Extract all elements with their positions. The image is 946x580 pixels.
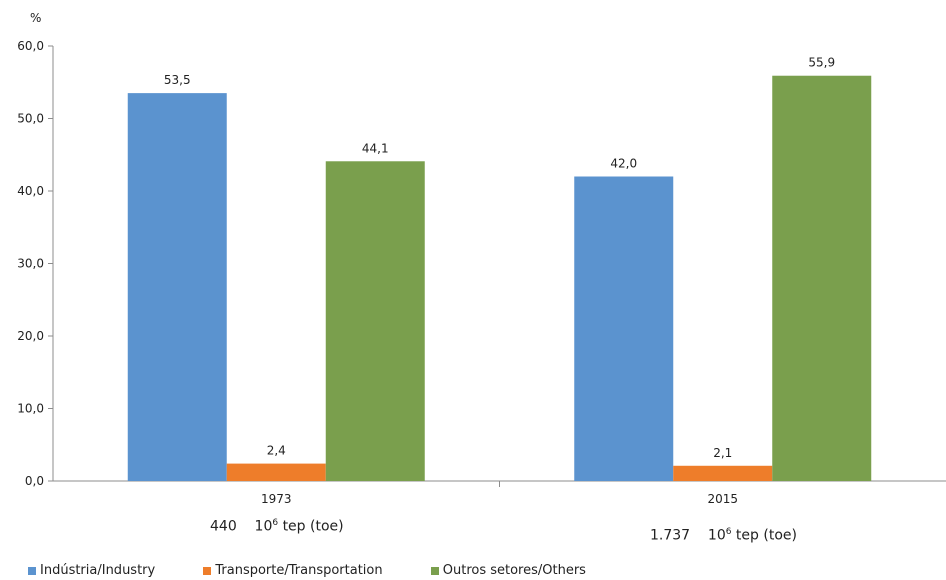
y-tick-label: 10,0 <box>17 402 44 416</box>
total-unit-suffix: tep (toe) <box>735 527 797 544</box>
y-axis-unit-label: % <box>30 11 41 25</box>
bar <box>772 75 872 481</box>
legend-item-industry: Indústria/Industry <box>28 563 155 578</box>
total-unit-base: 10 <box>707 527 726 544</box>
total-value: 1.737 <box>650 527 691 544</box>
data-label: 44,1 <box>362 141 389 155</box>
data-label: 2,1 <box>713 446 732 460</box>
total-unit-exponent: 6 <box>725 527 732 537</box>
legend-item-others: Outros setores/Others <box>430 563 586 578</box>
total-value: 440 <box>210 518 237 535</box>
legend-item-transportation: Transporte/Transportation <box>203 563 383 578</box>
total-1973: 440 106 tep (toe) <box>210 518 344 535</box>
legend-label: Transporte/Transportation <box>215 563 383 578</box>
total-2015: 1.737 106 tep (toe) <box>650 527 797 544</box>
total-unit-suffix: tep (toe) <box>282 518 344 535</box>
bar <box>226 463 326 481</box>
bar <box>673 465 773 481</box>
y-tick-label: 50,0 <box>17 112 44 126</box>
total-unit-exponent: 6 <box>272 518 279 528</box>
data-label: 42,0 <box>610 157 637 171</box>
legend-swatch <box>430 566 439 575</box>
y-tick-label: 30,0 <box>17 257 44 271</box>
legend-swatch <box>203 566 212 575</box>
bar <box>127 93 227 481</box>
data-label: 2,4 <box>267 444 286 458</box>
y-tick-label: 0,0 <box>25 474 44 488</box>
data-label: 55,9 <box>808 56 835 70</box>
legend-swatch <box>28 566 36 575</box>
legend-label: Indústria/Industry <box>40 563 156 578</box>
y-tick-label: 20,0 <box>17 329 44 343</box>
legend: Indústria/Industry Transporte/Transporta… <box>28 563 630 579</box>
x-tick-label: 1973 <box>261 492 292 506</box>
x-tick-label: 2015 <box>707 492 738 506</box>
data-label: 53,5 <box>164 73 191 87</box>
y-tick-label: 60,0 <box>17 39 44 53</box>
total-unit-base: 10 <box>254 518 273 535</box>
bar <box>574 176 674 481</box>
legend-label: Outros setores/Others <box>442 563 586 578</box>
bar <box>325 161 425 481</box>
y-tick-label: 40,0 <box>17 184 44 198</box>
